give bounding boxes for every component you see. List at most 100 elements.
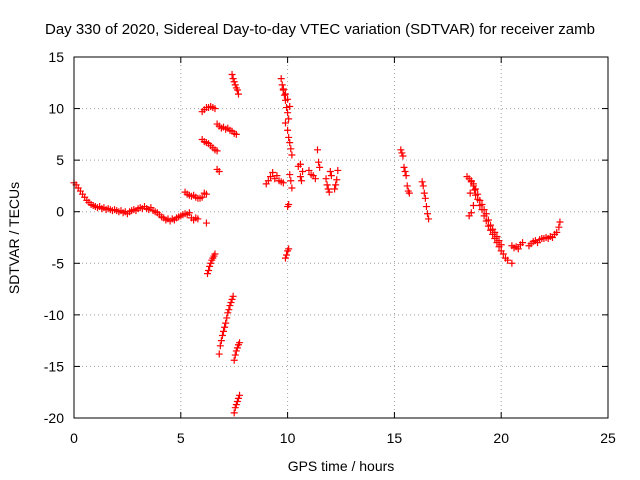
data-point <box>499 250 507 258</box>
data-point <box>277 75 285 83</box>
y-tick-label: -10 <box>44 307 64 323</box>
data-point <box>504 256 512 264</box>
data-point <box>327 172 335 180</box>
data-point <box>217 337 225 345</box>
data-point <box>204 270 211 278</box>
data-point <box>287 177 295 185</box>
data-point <box>334 166 342 174</box>
data-point <box>213 147 221 155</box>
data-point <box>232 130 240 138</box>
data-point <box>311 175 319 183</box>
data-point <box>233 86 241 94</box>
y-tick-label: -20 <box>44 410 64 426</box>
data-point <box>215 167 223 175</box>
data-point <box>472 185 480 193</box>
data-point <box>421 194 429 202</box>
data-point <box>226 302 234 310</box>
data-point <box>283 251 291 259</box>
data-point <box>269 169 277 177</box>
grid-lines <box>74 57 608 418</box>
data-point <box>222 319 230 327</box>
data-point <box>215 350 223 358</box>
data-point <box>315 158 323 166</box>
data-point <box>491 228 499 236</box>
data-point <box>231 404 239 412</box>
chart-title: Day 330 of 2020, Sidereal Day-to-day VTE… <box>45 21 595 38</box>
data-point <box>493 232 501 240</box>
data-point <box>323 181 331 189</box>
data-point <box>469 202 477 210</box>
data-point <box>224 309 232 317</box>
data-point <box>233 397 241 405</box>
data-point <box>285 245 293 253</box>
data-point <box>305 166 313 174</box>
data-point <box>332 181 340 189</box>
data-point <box>288 151 296 159</box>
data-point <box>234 394 242 402</box>
data-point <box>471 186 478 194</box>
data-point <box>333 176 341 184</box>
x-tick-labels: 0 5 10 15 20 25 <box>70 430 616 446</box>
data-point <box>236 391 244 399</box>
data-point <box>553 228 561 236</box>
data-point <box>279 85 287 93</box>
x-tick-label: 0 <box>70 430 78 446</box>
data-point <box>279 179 287 187</box>
data-point <box>194 215 202 223</box>
data-point <box>229 292 237 300</box>
data-point <box>211 250 219 258</box>
data-point <box>207 259 215 267</box>
data-point <box>267 173 275 181</box>
x-tick-label: 5 <box>177 430 185 446</box>
data-point <box>231 81 239 89</box>
data-point <box>228 71 236 79</box>
data-point <box>555 223 563 231</box>
data-point <box>221 323 229 331</box>
data-point <box>399 152 407 160</box>
data-point <box>205 267 213 275</box>
x-tick-label: 15 <box>387 430 403 446</box>
data-point <box>228 295 236 303</box>
data-point <box>285 200 293 208</box>
data-point <box>420 189 428 197</box>
data-point <box>478 200 486 208</box>
x-axis-label: GPS time / hours <box>288 458 395 474</box>
y-tick-label: 5 <box>56 152 64 168</box>
data-point <box>495 237 503 245</box>
y-axis-label: SDTVAR / TECUs <box>6 182 22 294</box>
x-tick-label: 20 <box>493 430 509 446</box>
x-tick-label: 25 <box>600 430 616 446</box>
data-point <box>419 182 427 190</box>
data-point <box>202 190 210 198</box>
data-point <box>402 172 410 180</box>
y-tick-label: 15 <box>48 49 64 65</box>
data-point <box>232 347 240 355</box>
data-point <box>227 298 235 306</box>
data-point <box>474 190 482 198</box>
data-point <box>281 119 289 127</box>
data-point <box>297 177 305 185</box>
data-point <box>232 401 240 409</box>
y-tick-label: 10 <box>48 101 64 117</box>
data-point <box>484 216 492 224</box>
data-point <box>223 314 231 322</box>
data-point <box>400 163 408 171</box>
y-tick-label: -5 <box>52 255 65 271</box>
data-point <box>397 146 405 154</box>
data-point <box>556 218 564 226</box>
data-point <box>198 193 206 201</box>
data-point <box>286 139 294 147</box>
plot-frame <box>73 56 609 419</box>
data-point <box>425 215 433 223</box>
data-point <box>234 90 242 98</box>
data-point <box>331 185 339 193</box>
data-point <box>283 104 291 112</box>
data-point <box>220 327 228 335</box>
data-point <box>185 209 193 217</box>
data-point <box>314 146 322 154</box>
data-point <box>278 81 286 89</box>
x-tick-label: 10 <box>280 430 296 446</box>
data-point <box>286 103 294 111</box>
data-point <box>469 180 477 188</box>
data-point <box>514 245 522 253</box>
